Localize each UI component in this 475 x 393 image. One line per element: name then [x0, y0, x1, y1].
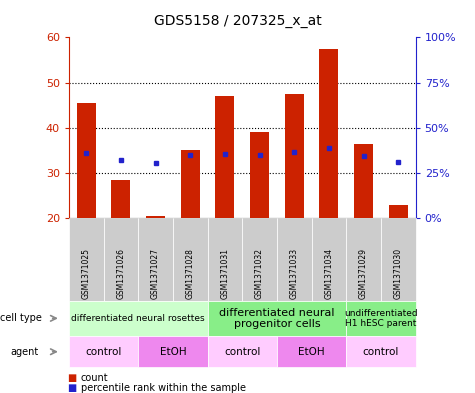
Text: differentiated neural
progenitor cells: differentiated neural progenitor cells — [219, 308, 335, 329]
Text: GSM1371030: GSM1371030 — [394, 248, 403, 299]
Text: GSM1371034: GSM1371034 — [324, 248, 333, 299]
Bar — [215, 96, 235, 218]
Text: agent: agent — [10, 347, 38, 357]
Text: differentiated neural rosettes: differentiated neural rosettes — [71, 314, 205, 323]
Text: EtOH: EtOH — [298, 347, 325, 357]
Text: undifferentiated
H1 hESC parent: undifferentiated H1 hESC parent — [344, 309, 418, 328]
Bar — [389, 204, 408, 218]
Text: control: control — [86, 347, 122, 357]
Bar — [111, 180, 131, 218]
Text: percentile rank within the sample: percentile rank within the sample — [81, 383, 246, 393]
Text: ■: ■ — [66, 383, 76, 393]
Text: control: control — [224, 347, 260, 357]
Text: GSM1371027: GSM1371027 — [151, 248, 160, 299]
Text: ■: ■ — [66, 373, 76, 383]
Text: GSM1371028: GSM1371028 — [186, 249, 195, 299]
Text: EtOH: EtOH — [160, 347, 186, 357]
Text: GDS5158 / 207325_x_at: GDS5158 / 207325_x_at — [153, 14, 322, 28]
Text: GSM1371032: GSM1371032 — [255, 248, 264, 299]
Text: GSM1371033: GSM1371033 — [290, 248, 299, 299]
Bar — [180, 150, 200, 218]
Bar — [285, 94, 304, 218]
Text: GSM1371026: GSM1371026 — [116, 248, 125, 299]
Text: count: count — [81, 373, 108, 383]
Bar — [76, 103, 96, 218]
Bar — [319, 49, 339, 218]
Text: control: control — [363, 347, 399, 357]
Text: GSM1371025: GSM1371025 — [82, 248, 91, 299]
Bar — [250, 132, 269, 218]
Text: cell type: cell type — [0, 313, 42, 323]
Text: GSM1371029: GSM1371029 — [359, 248, 368, 299]
Bar — [354, 143, 373, 218]
Text: GSM1371031: GSM1371031 — [220, 248, 229, 299]
Bar — [146, 216, 165, 218]
